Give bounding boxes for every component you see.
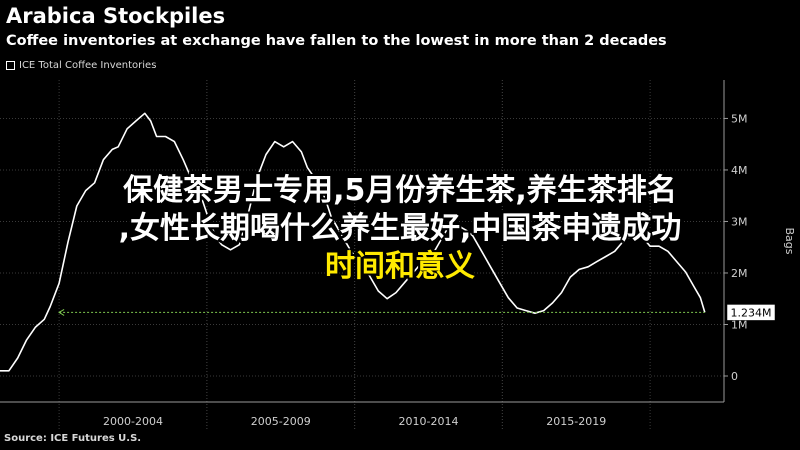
y-tick-label: 5M (731, 112, 748, 125)
x-tick-label: 2010-2014 (399, 415, 459, 428)
legend-label: ICE Total Coffee Inventories (19, 60, 157, 71)
overlay-line-1: 保健茶男士专用,5月份养生茶,养生茶排名 (123, 173, 677, 208)
x-tick-label: 2005-2009 (251, 415, 311, 428)
reference-arrow (58, 309, 65, 316)
y-tick-label: 4M (731, 164, 748, 177)
last-value-tag (726, 304, 776, 321)
y-tick-label: 2M (731, 267, 748, 280)
legend-swatch (6, 61, 15, 70)
y-tick-label: 3M (731, 215, 748, 228)
y-tick-label: 0 (731, 370, 738, 383)
overlay-line-2: ,女性长期喝什么养生最好,中国茶申遗成功 (118, 211, 682, 246)
overlay-caption: 保健茶男士专用,5月份养生茶,养生茶排名 ,女性长期喝什么养生最好,中国茶申遗成… (0, 172, 800, 286)
y-tick-label: 1M (731, 318, 748, 331)
source-note: Source: ICE Futures U.S. (4, 433, 142, 444)
chart-title: Arabica Stockpiles (6, 4, 226, 28)
series-line (0, 112, 706, 372)
overlay-line-3: 时间和意义 (325, 249, 475, 284)
last-value-label: 1.234M (731, 306, 772, 319)
x-tick-label: 2015-2019 (546, 415, 606, 428)
x-tick-label: 2000-2004 (103, 415, 163, 428)
y-axis-label: Bags (783, 227, 796, 254)
chart-legend: ICE Total Coffee Inventories (6, 60, 156, 71)
chart-subtitle: Coffee inventories at exchange have fall… (6, 33, 667, 49)
